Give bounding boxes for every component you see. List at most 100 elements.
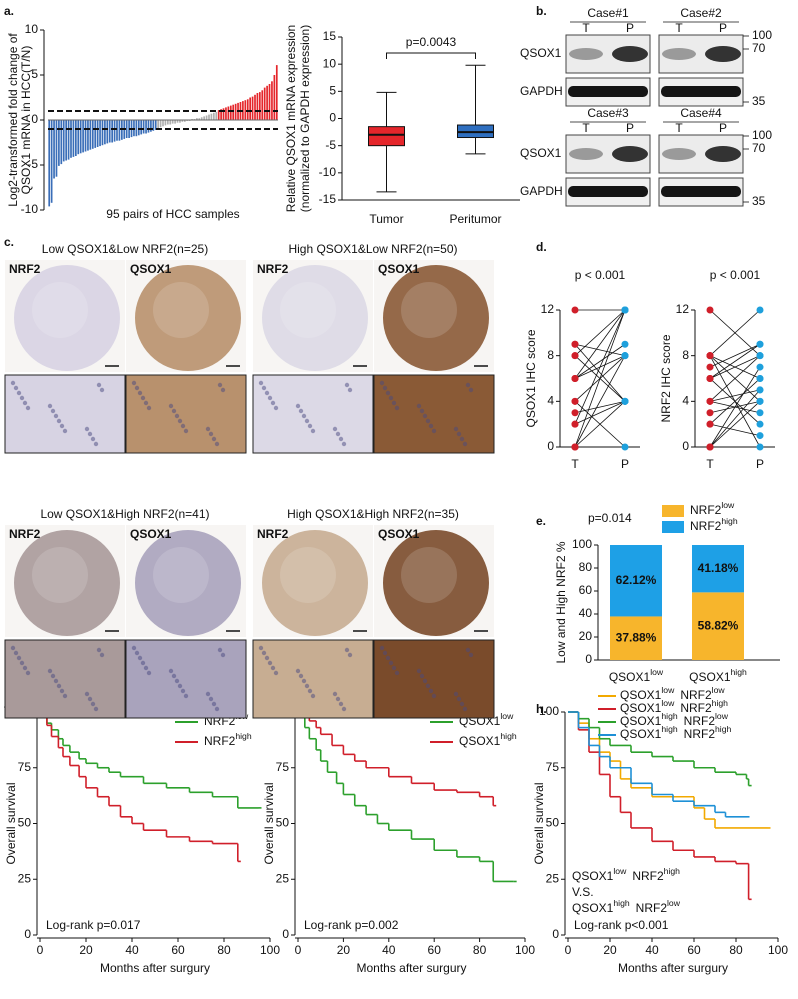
nucleus <box>422 413 428 419</box>
annotation: Log-rank p=0.017 <box>46 918 141 932</box>
nucleus <box>416 403 422 409</box>
nucleus <box>146 670 152 676</box>
nucleus <box>171 408 177 414</box>
bar <box>275 65 278 120</box>
marker-label: 70 <box>752 41 766 55</box>
nucleus <box>382 385 388 391</box>
bar <box>94 120 97 148</box>
nucleus <box>270 400 276 406</box>
y-tick-label: 0 <box>24 927 31 941</box>
panel-label: h. <box>536 702 547 716</box>
point <box>756 386 764 394</box>
y-tick-label: 10 <box>25 22 39 36</box>
ihc-core <box>383 265 489 371</box>
point <box>571 420 579 428</box>
bar <box>118 120 121 141</box>
comparison-label: QSOX1low NRF2high <box>572 866 680 883</box>
nucleus <box>295 403 301 409</box>
y-tick-label: -15 <box>319 192 337 206</box>
superscript: high <box>664 866 681 876</box>
nucleus <box>205 691 211 697</box>
nucleus <box>341 441 347 447</box>
y-tick-label: -10 <box>319 165 337 179</box>
stain-label: QSOX1 <box>130 262 172 276</box>
point <box>706 352 714 360</box>
nucleus <box>379 645 385 651</box>
nucleus <box>22 400 28 406</box>
nucleus <box>335 431 341 437</box>
x-tick-label: QSOX1low <box>609 667 664 684</box>
annotation: p < 0.001 <box>710 268 761 282</box>
y-tick-label: 8 <box>547 348 554 362</box>
nucleus <box>50 408 56 414</box>
legend-swatch <box>662 505 684 517</box>
nucleus <box>53 678 59 684</box>
nucleus <box>53 413 59 419</box>
ihc-zoom <box>252 639 374 719</box>
bar <box>48 120 51 207</box>
y-tick-label: 50 <box>18 816 32 830</box>
bar <box>159 120 162 128</box>
nucleus <box>174 413 180 419</box>
x-tick-label: T <box>706 457 714 471</box>
point <box>706 375 714 382</box>
point <box>571 397 579 405</box>
marker-label: 35 <box>752 194 766 208</box>
bar <box>225 107 227 120</box>
pair-line <box>574 355 626 379</box>
nucleus <box>143 665 149 671</box>
band <box>705 46 741 62</box>
lane-label: T <box>675 121 683 135</box>
bar <box>171 120 174 124</box>
bar <box>215 111 218 120</box>
bar <box>208 114 210 120</box>
nucleus <box>87 696 93 702</box>
row-label: QSOX1 <box>520 46 562 60</box>
text-part: QSOX1 <box>609 670 651 684</box>
x-tick-label: Peritumor <box>449 212 501 226</box>
nucleus <box>146 405 152 411</box>
value-label: 41.18% <box>698 561 739 575</box>
bar <box>89 120 92 150</box>
ihc-zoom <box>125 374 247 454</box>
text-part: NRF2 <box>204 734 236 748</box>
value-label: 62.12% <box>616 573 657 587</box>
nucleus <box>267 660 273 666</box>
ihc-core-texture <box>401 282 457 338</box>
text-part: NRF2 <box>690 503 722 517</box>
point <box>706 420 714 428</box>
bar <box>251 96 254 120</box>
legend-swatch <box>662 521 684 533</box>
point <box>756 432 764 440</box>
bar <box>162 120 164 127</box>
pair-line <box>574 309 626 448</box>
nucleus <box>298 673 304 679</box>
comparison-label: QSOX1high NRF2low <box>572 898 681 915</box>
nucleus <box>93 706 99 712</box>
superscript: high <box>661 711 678 721</box>
bar <box>212 112 215 120</box>
x-axis-label: Months after surgury <box>618 961 728 975</box>
bar <box>96 120 99 147</box>
bar-segment <box>692 592 744 660</box>
text-part: NRF2 <box>684 714 716 728</box>
nucleus <box>90 701 96 707</box>
superscript: high <box>712 698 729 708</box>
y-axis-label: Overall survival <box>532 782 546 864</box>
marker-label: 100 <box>752 28 772 42</box>
lane-label: T <box>582 121 590 135</box>
panel-label: a. <box>4 4 14 18</box>
nucleus <box>214 441 220 447</box>
bar <box>104 120 106 145</box>
nucleus <box>462 441 468 447</box>
bar <box>205 115 208 120</box>
nucleus <box>304 418 310 424</box>
point <box>621 443 629 451</box>
x-tick-label: 60 <box>428 943 442 957</box>
nucleus <box>93 441 99 447</box>
point <box>756 375 764 382</box>
nucleus <box>453 426 459 432</box>
nucleus <box>419 673 425 679</box>
annotation: Log-rank p<0.001 <box>574 918 669 932</box>
ihc-title: Low QSOX1&Low NRF2(n=25) <box>42 242 208 256</box>
